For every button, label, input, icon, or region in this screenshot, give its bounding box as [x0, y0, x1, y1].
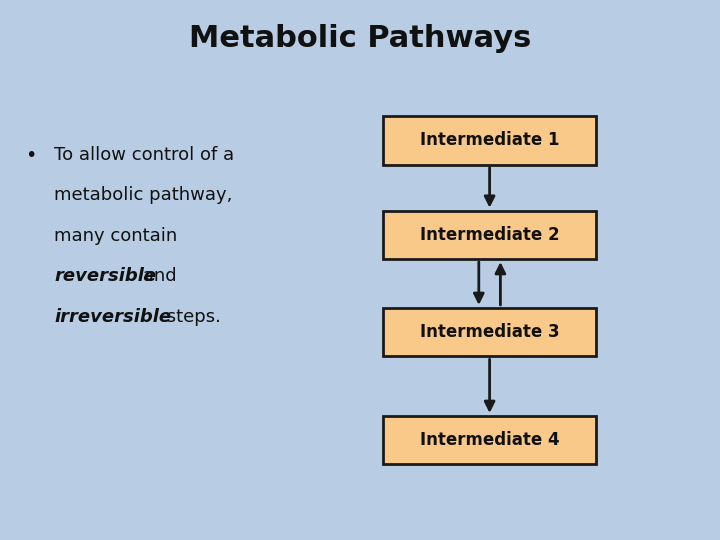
FancyBboxPatch shape	[384, 416, 596, 464]
Text: reversible: reversible	[54, 267, 156, 285]
Text: Metabolic Pathways: Metabolic Pathways	[189, 24, 531, 53]
FancyBboxPatch shape	[384, 308, 596, 356]
Text: To allow control of a: To allow control of a	[54, 146, 234, 164]
FancyBboxPatch shape	[384, 116, 596, 165]
Text: Intermediate 3: Intermediate 3	[420, 323, 559, 341]
Text: steps.: steps.	[161, 308, 220, 326]
FancyBboxPatch shape	[384, 211, 596, 259]
Text: •: •	[25, 146, 37, 165]
Text: metabolic pathway,: metabolic pathway,	[54, 186, 233, 204]
Text: irreversible: irreversible	[54, 308, 171, 326]
Text: Intermediate 2: Intermediate 2	[420, 226, 559, 244]
Text: and: and	[137, 267, 176, 285]
Text: Intermediate 4: Intermediate 4	[420, 431, 559, 449]
Text: many contain: many contain	[54, 227, 177, 245]
Text: Intermediate 1: Intermediate 1	[420, 131, 559, 150]
